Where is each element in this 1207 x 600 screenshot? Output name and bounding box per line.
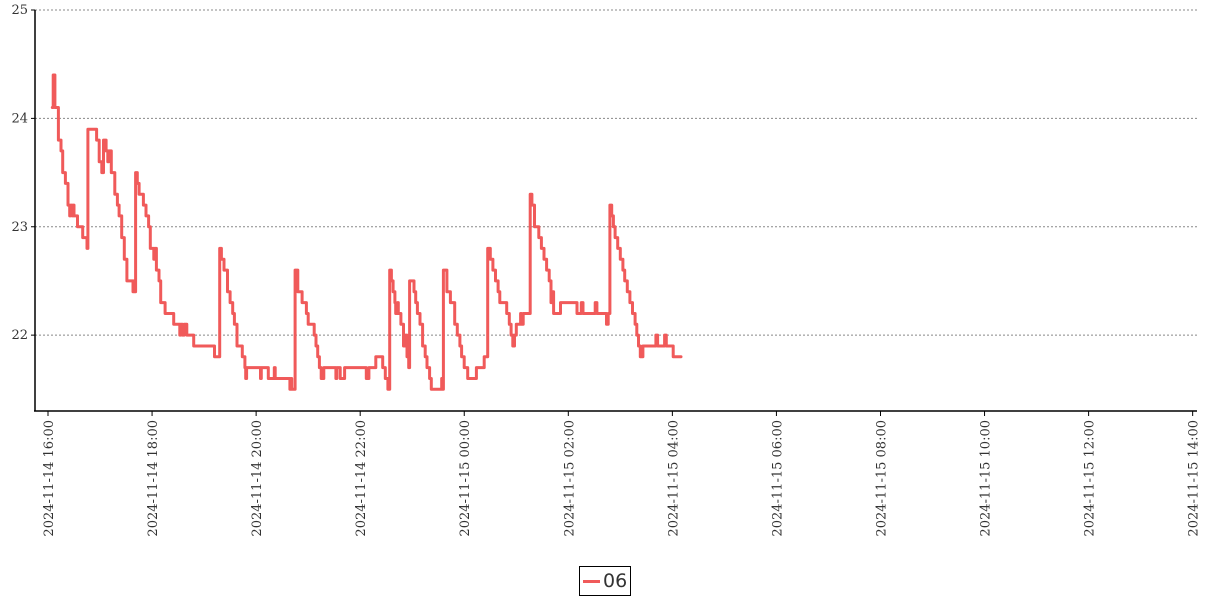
series-line-06 xyxy=(50,73,683,391)
y-tick-label: 22 xyxy=(11,328,28,343)
legend-swatch xyxy=(583,579,600,583)
x-tick-label: 2024-11-14 20:00 xyxy=(250,420,265,537)
y-tick-labels: 22 23 24 25 xyxy=(11,3,35,343)
x-tick-label: 2024-11-15 10:00 xyxy=(979,420,994,537)
legend-label: 06 xyxy=(603,569,628,592)
x-tick-label: 2024-11-15 02:00 xyxy=(562,420,577,537)
x-tick-label: 2024-11-15 00:00 xyxy=(458,420,473,537)
axes xyxy=(34,10,1197,412)
x-tick-label: 2024-11-14 22:00 xyxy=(354,420,369,537)
y-tick-label: 25 xyxy=(11,3,28,18)
x-tick-label: 2024-11-15 06:00 xyxy=(770,420,785,537)
x-tick-label: 2024-11-15 04:00 xyxy=(666,420,681,537)
legend: 06 xyxy=(579,566,632,596)
x-tick-label: 2024-11-15 14:00 xyxy=(1187,420,1202,537)
x-tick-label: 2024-11-15 12:00 xyxy=(1083,420,1098,537)
series-lines xyxy=(50,73,683,391)
y-tick-label: 23 xyxy=(11,220,28,235)
x-tick-label: 2024-11-15 08:00 xyxy=(874,420,889,537)
x-tick-label: 2024-11-14 18:00 xyxy=(146,420,161,537)
x-tick-labels: 2024-11-14 16:00 2024-11-14 18:00 2024-11-… xyxy=(42,411,1202,537)
x-tick-label: 2024-11-14 16:00 xyxy=(42,420,57,537)
y-tick-label: 24 xyxy=(11,111,28,126)
y-gridlines xyxy=(35,9,1197,336)
